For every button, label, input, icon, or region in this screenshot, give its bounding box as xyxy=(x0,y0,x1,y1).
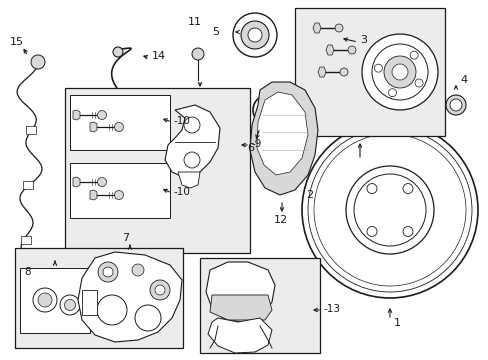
Text: 5: 5 xyxy=(212,27,219,37)
Circle shape xyxy=(247,28,262,42)
Circle shape xyxy=(33,288,57,312)
Text: 7: 7 xyxy=(122,233,129,243)
Text: 8: 8 xyxy=(24,267,31,277)
Text: 2: 2 xyxy=(305,190,312,200)
Circle shape xyxy=(64,300,75,310)
Polygon shape xyxy=(90,190,97,200)
Polygon shape xyxy=(317,67,325,77)
Polygon shape xyxy=(73,177,80,187)
Polygon shape xyxy=(249,82,317,195)
Circle shape xyxy=(97,111,106,120)
Circle shape xyxy=(391,64,407,80)
Circle shape xyxy=(409,51,417,59)
Circle shape xyxy=(346,166,433,254)
Circle shape xyxy=(307,128,471,292)
Polygon shape xyxy=(178,172,200,188)
Polygon shape xyxy=(325,45,333,55)
Circle shape xyxy=(60,295,80,315)
Circle shape xyxy=(97,177,106,186)
Text: -10: -10 xyxy=(174,187,190,197)
Polygon shape xyxy=(78,252,182,342)
Text: 12: 12 xyxy=(273,215,287,225)
Circle shape xyxy=(366,184,376,194)
Polygon shape xyxy=(164,105,220,178)
Circle shape xyxy=(387,89,396,97)
Bar xyxy=(21,236,31,244)
Circle shape xyxy=(150,280,170,300)
Polygon shape xyxy=(205,262,274,322)
Circle shape xyxy=(445,95,465,115)
Circle shape xyxy=(347,46,355,54)
Circle shape xyxy=(183,152,200,168)
Circle shape xyxy=(334,24,342,32)
Circle shape xyxy=(449,99,461,111)
Polygon shape xyxy=(73,110,80,120)
Text: 6: 6 xyxy=(246,143,253,153)
Text: 14: 14 xyxy=(152,51,166,61)
Ellipse shape xyxy=(370,193,408,227)
Bar xyxy=(200,258,319,353)
Circle shape xyxy=(232,13,276,57)
Text: 4: 4 xyxy=(459,75,466,85)
Ellipse shape xyxy=(365,188,413,232)
Circle shape xyxy=(98,262,118,282)
Bar xyxy=(82,290,97,315)
Bar xyxy=(20,268,90,333)
Text: 11: 11 xyxy=(187,17,202,27)
Circle shape xyxy=(103,267,113,277)
Text: 15: 15 xyxy=(10,37,24,47)
Bar xyxy=(26,126,36,134)
Circle shape xyxy=(123,95,133,105)
Circle shape xyxy=(135,305,161,331)
Text: -10: -10 xyxy=(174,116,190,126)
Polygon shape xyxy=(207,318,271,353)
Circle shape xyxy=(302,122,477,298)
Polygon shape xyxy=(257,92,307,175)
Circle shape xyxy=(339,68,347,76)
Text: 3: 3 xyxy=(359,35,366,45)
Circle shape xyxy=(366,226,376,237)
Text: -13: -13 xyxy=(324,304,340,314)
Bar xyxy=(15,248,183,348)
Circle shape xyxy=(353,174,425,246)
Polygon shape xyxy=(312,23,320,33)
Polygon shape xyxy=(90,122,97,132)
Circle shape xyxy=(361,34,437,110)
Circle shape xyxy=(402,184,412,194)
Circle shape xyxy=(371,44,427,100)
Circle shape xyxy=(374,64,382,72)
Text: -9: -9 xyxy=(251,139,262,149)
Circle shape xyxy=(241,21,268,49)
Circle shape xyxy=(132,264,143,276)
Circle shape xyxy=(402,226,412,237)
Circle shape xyxy=(38,293,52,307)
Circle shape xyxy=(414,79,422,87)
Circle shape xyxy=(114,190,123,199)
Circle shape xyxy=(313,134,465,286)
Circle shape xyxy=(383,56,415,88)
Bar xyxy=(23,181,33,189)
Circle shape xyxy=(31,55,45,69)
Bar xyxy=(294,8,444,136)
Polygon shape xyxy=(209,295,271,320)
Bar xyxy=(65,88,249,253)
Bar xyxy=(70,95,170,150)
Circle shape xyxy=(155,285,164,295)
Circle shape xyxy=(183,117,200,133)
Circle shape xyxy=(97,295,127,325)
Bar xyxy=(70,163,170,218)
Circle shape xyxy=(113,47,123,57)
Text: 1: 1 xyxy=(393,318,400,328)
Circle shape xyxy=(114,122,123,131)
Circle shape xyxy=(192,48,203,60)
